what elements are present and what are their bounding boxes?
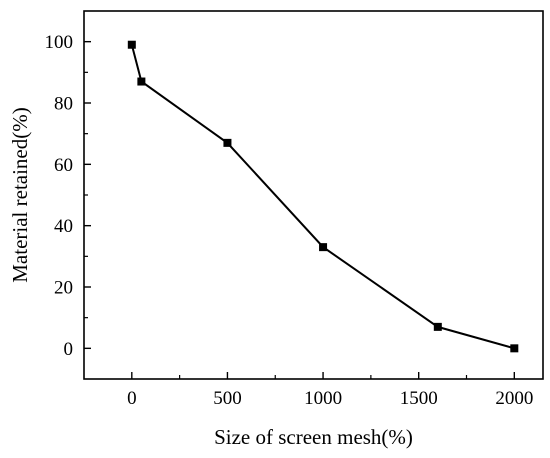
y-tick-label: 0 <box>64 339 74 360</box>
y-tick-label: 40 <box>54 216 73 237</box>
y-axis-title: Material retained(%) <box>8 107 32 283</box>
x-axis-title: Size of screen mesh(%) <box>214 425 413 449</box>
x-tick-labels: 0 500 1000 1500 2000 <box>127 388 533 409</box>
x-tick-label: 1500 <box>400 388 438 409</box>
y-tick-label: 20 <box>54 278 73 299</box>
data-markers <box>127 40 519 353</box>
plot-frame <box>83 10 544 380</box>
data-point <box>127 40 136 49</box>
y-tick-label: 80 <box>54 94 73 115</box>
data-point <box>433 322 442 331</box>
y-tick-label: 100 <box>45 32 74 53</box>
data-point <box>319 243 328 252</box>
data-point <box>137 77 146 86</box>
x-tick-label: 500 <box>213 388 242 409</box>
y-tick-labels: 0 20 40 60 80 100 <box>45 32 74 360</box>
y-tick-label: 60 <box>54 155 73 176</box>
x-tick-label: 2000 <box>495 388 533 409</box>
axis-ticks <box>84 40 516 379</box>
data-point <box>223 138 232 147</box>
x-tick-label: 1000 <box>304 388 342 409</box>
data-point <box>510 344 519 353</box>
series-line <box>130 44 515 350</box>
x-tick-label: 0 <box>127 388 137 409</box>
